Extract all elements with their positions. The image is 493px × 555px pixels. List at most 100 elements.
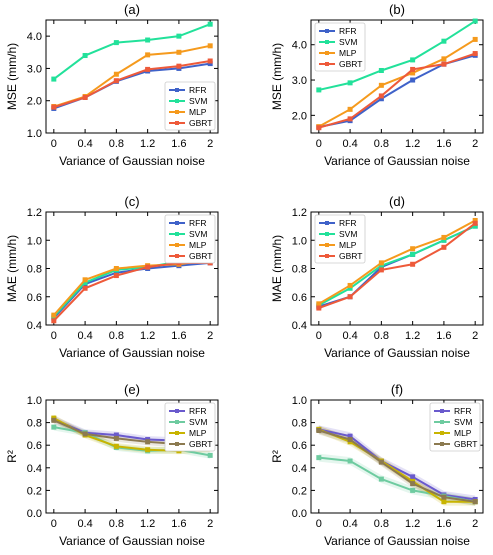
series-line-svm	[318, 225, 476, 307]
data-point-gbrt	[316, 305, 322, 311]
x-tick-label: 0.8	[109, 330, 124, 342]
data-point-svm	[441, 38, 447, 44]
data-point-gbrt	[472, 499, 478, 505]
x-tick-label: 0.4	[342, 138, 357, 150]
y-tick-label: 0.8	[27, 418, 42, 430]
x-tick-label: 0	[51, 330, 57, 342]
x-tick-label: 1.2	[405, 138, 420, 150]
series-line-mlp	[318, 38, 476, 128]
legend-entry-mlp: MLP	[339, 240, 357, 250]
data-point-mlp	[472, 36, 478, 42]
x-tick-label: 0	[316, 138, 322, 150]
data-point-gbrt	[441, 244, 447, 250]
legend-entry-gbrt: GBRT	[454, 439, 477, 449]
data-point-mlp	[145, 52, 151, 58]
series-line-svm	[53, 23, 211, 80]
y-tick-label: 4.0	[292, 40, 307, 52]
legend-marker-gbrt	[175, 254, 179, 258]
x-tick-label: 1.6	[171, 138, 186, 150]
data-point-mlp	[441, 234, 447, 240]
legend-marker-svm	[175, 420, 179, 424]
data-point-svm	[347, 80, 353, 86]
data-point-svm	[347, 458, 353, 464]
x-axis-label: Variance of Gaussian noise	[324, 346, 470, 360]
data-point-rfr	[410, 474, 416, 480]
data-point-gbrt	[378, 459, 384, 465]
legend-entry-mlp: MLP	[454, 428, 472, 438]
data-point-gbrt	[51, 318, 57, 324]
data-point-mlp	[347, 106, 353, 112]
legend-marker-svm	[325, 232, 329, 236]
x-tick-label: 1.2	[140, 518, 155, 530]
data-point-gbrt	[176, 63, 182, 69]
data-point-mlp	[378, 82, 384, 88]
series-line-gbrt	[318, 222, 476, 309]
data-point-gbrt	[378, 267, 384, 273]
legend-entry-rfr: RFR	[189, 85, 206, 95]
y-tick-label: 1.0	[27, 128, 42, 140]
legend-marker-mlp	[175, 431, 179, 435]
y-tick-label: 1.0	[292, 395, 307, 407]
legend-marker-gbrt	[175, 442, 179, 446]
legend-marker-rfr	[175, 221, 179, 225]
legend-box	[429, 402, 481, 452]
data-point-svm	[207, 452, 213, 458]
y-tick-label: 0.2	[292, 485, 307, 497]
data-point-gbrt	[410, 261, 416, 267]
data-point-rfr	[410, 77, 416, 83]
data-point-gbrt	[82, 94, 88, 100]
legend-entry-gbrt: GBRT	[339, 59, 362, 69]
legend-entry-svm: SVM	[339, 37, 357, 47]
x-tick-label: 0.8	[109, 138, 124, 150]
data-point-gbrt	[410, 481, 416, 487]
y-tick-label: 0.6	[292, 440, 307, 452]
y-tick-label: 1.2	[27, 207, 42, 219]
y-axis-label: MSE (mm/h)	[270, 43, 284, 110]
y-tick-label: 1.2	[292, 207, 307, 219]
y-tick-label: 0.4	[292, 463, 307, 475]
y-tick-label: 0.0	[27, 508, 42, 520]
data-point-gbrt	[316, 125, 322, 131]
legend-entry-mlp: MLP	[339, 48, 357, 58]
series-line-svm	[318, 20, 476, 91]
x-tick-label: 0	[316, 330, 322, 342]
series-line-mlp	[318, 219, 476, 305]
x-tick-label: 0.4	[77, 138, 92, 150]
x-tick-label: 0	[316, 518, 322, 530]
x-tick-label: 0.8	[374, 138, 389, 150]
chart-panel-5: (e) 0.0 0.2 0.4 0.6 0.8 1.0 0 0.4 0.8 1.2 1.6 2Varia…	[5, 382, 219, 548]
data-point-gbrt	[82, 431, 88, 437]
series-line-gbrt	[53, 60, 211, 109]
x-tick-label: 2	[207, 330, 213, 342]
data-point-svm	[51, 76, 57, 82]
y-tick-label: 0.8	[292, 418, 307, 430]
data-point-mlp	[82, 277, 88, 283]
legend-marker-gbrt	[325, 254, 329, 258]
y-tick-label: 1.0	[27, 395, 42, 407]
panel-label: (e)	[124, 382, 140, 397]
x-axis-label: Variance of Gaussian noise	[324, 154, 470, 168]
legend-marker-rfr	[175, 88, 179, 92]
series-line-gbrt	[318, 429, 476, 503]
data-point-mlp	[207, 43, 213, 49]
panel-label: (d)	[389, 194, 405, 209]
legend-entry-svm: SVM	[189, 417, 207, 427]
data-point-gbrt	[347, 437, 353, 443]
legend-marker-gbrt	[175, 121, 179, 125]
legend-entry-svm: SVM	[454, 417, 472, 427]
legend-entry-svm: SVM	[339, 229, 357, 239]
y-tick-label: 0.6	[27, 440, 42, 452]
data-point-mlp	[316, 301, 322, 307]
plot-frame	[310, 19, 484, 134]
data-point-svm	[51, 424, 57, 430]
data-point-gbrt	[472, 51, 478, 57]
y-tick-label: 0.4	[27, 463, 42, 475]
x-tick-label: 1.2	[140, 330, 155, 342]
data-point-mlp	[51, 312, 57, 318]
